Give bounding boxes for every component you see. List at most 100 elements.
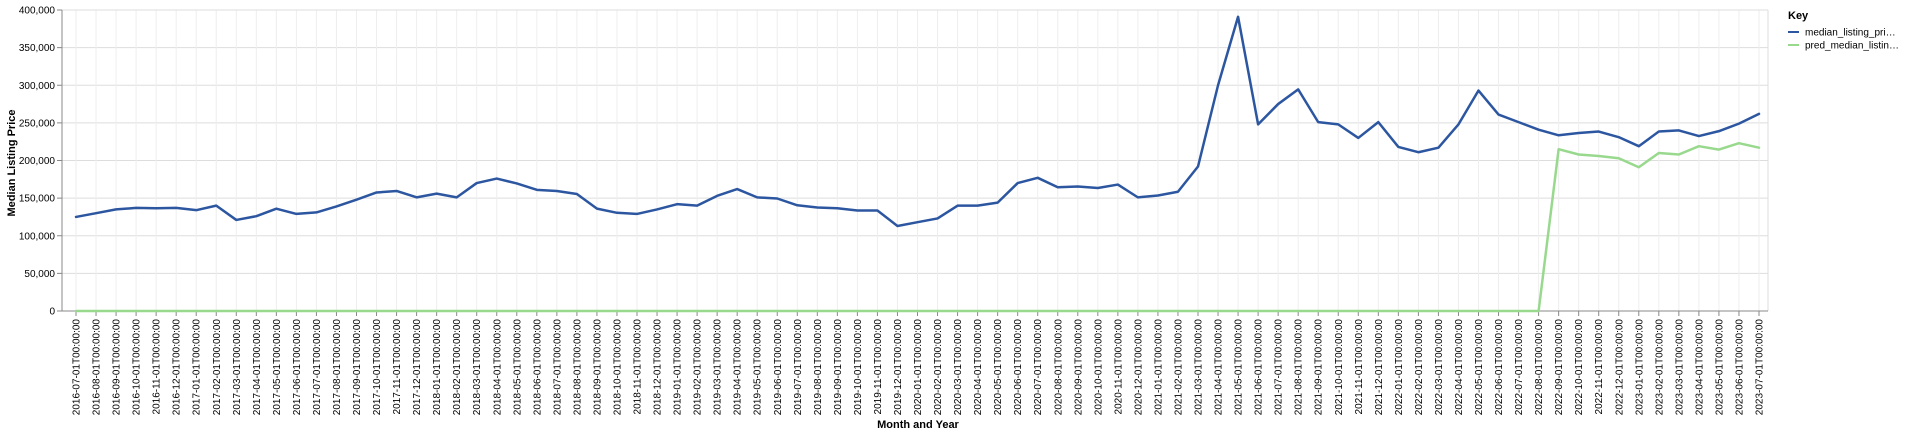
x-tick-label: 2017-11-01T00:00:00 bbox=[392, 319, 403, 415]
x-tick-label: 2016-12-01T00:00:00 bbox=[172, 319, 183, 416]
x-tick-label: 2022-03-01T00:00:00 bbox=[1434, 319, 1445, 416]
x-tick-label: 2018-04-01T00:00:00 bbox=[492, 319, 503, 416]
x-tick-label: 2020-07-01T00:00:00 bbox=[1033, 319, 1044, 416]
x-tick-label: 2023-02-01T00:00:00 bbox=[1654, 319, 1665, 416]
y-tick-label: 350,000 bbox=[19, 43, 56, 54]
x-tick-label: 2020-05-01T00:00:00 bbox=[993, 319, 1004, 416]
x-tick-label: 2020-09-01T00:00:00 bbox=[1073, 319, 1084, 416]
x-tick-label: 2017-04-01T00:00:00 bbox=[252, 319, 263, 416]
x-tick-label: 2017-05-01T00:00:00 bbox=[272, 319, 283, 416]
series-lines bbox=[74, 15, 1761, 313]
x-tick-label: 2017-12-01T00:00:00 bbox=[412, 319, 423, 416]
y-tick-label: 100,000 bbox=[19, 231, 56, 242]
x-tick-label: 2017-03-01T00:00:00 bbox=[232, 319, 243, 416]
legend-label-median-listing-price: median_listing_pri… bbox=[1805, 28, 1896, 39]
x-tick-label: 2021-08-01T00:00:00 bbox=[1294, 319, 1305, 416]
x-tick-label: 2020-12-01T00:00:00 bbox=[1133, 319, 1144, 416]
x-tick-label: 2021-01-01T00:00:00 bbox=[1153, 319, 1164, 416]
x-tick-label: 2021-07-01T00:00:00 bbox=[1274, 319, 1285, 416]
x-tick-label: 2022-02-01T00:00:00 bbox=[1414, 319, 1425, 416]
x-tick-label: 2023-04-01T00:00:00 bbox=[1694, 319, 1705, 416]
x-tick-label: 2019-08-01T00:00:00 bbox=[813, 319, 824, 416]
x-tick-label: 2022-09-01T00:00:00 bbox=[1554, 319, 1565, 416]
x-tick-label: 2020-06-01T00:00:00 bbox=[1013, 319, 1024, 416]
x-tick-label: 2023-03-01T00:00:00 bbox=[1674, 319, 1685, 416]
x-tick-label: 2020-01-01T00:00:00 bbox=[913, 319, 924, 416]
x-tick-label: 2022-11-01T00:00:00 bbox=[1594, 319, 1605, 415]
legend-title: Key bbox=[1788, 10, 1809, 22]
x-tick-label: 2018-10-01T00:00:00 bbox=[612, 319, 623, 416]
x-tick-label: 2016-10-01T00:00:00 bbox=[132, 319, 143, 416]
x-tick-label: 2016-08-01T00:00:00 bbox=[92, 319, 103, 416]
x-tick-label: 2016-09-01T00:00:00 bbox=[112, 319, 123, 416]
y-tick-label: 300,000 bbox=[19, 81, 56, 92]
x-tick-label: 2019-12-01T00:00:00 bbox=[893, 319, 904, 416]
x-tick-label: 2022-07-01T00:00:00 bbox=[1514, 319, 1525, 416]
x-tick-label: 2019-10-01T00:00:00 bbox=[853, 319, 864, 416]
legend-label-pred-median-listing-price: pred_median_listin… bbox=[1805, 41, 1899, 52]
x-tick-label: 2018-02-01T00:00:00 bbox=[452, 319, 463, 416]
x-tick-label: 2023-01-01T00:00:00 bbox=[1634, 319, 1645, 416]
gridlines bbox=[62, 9, 1769, 311]
y-axis-title: Median Listing Price bbox=[6, 110, 18, 217]
x-tick-label: 2018-06-01T00:00:00 bbox=[532, 319, 543, 416]
x-axis: 2016-07-01T00:00:00 2016-08-01T00:00:00 20… bbox=[62, 310, 1768, 416]
x-tick-label: 2017-10-01T00:00:00 bbox=[372, 319, 383, 416]
x-tick-label: 2021-12-01T00:00:00 bbox=[1374, 319, 1385, 416]
x-tick-label: 2023-07-01T00:00:00 bbox=[1755, 319, 1766, 416]
x-tick-label: 2019-06-01T00:00:00 bbox=[773, 319, 784, 416]
x-tick-label: 2018-01-01T00:00:00 bbox=[432, 319, 443, 416]
x-tick-label: 2018-07-01T00:00:00 bbox=[552, 319, 563, 416]
x-tick-label: 2019-11-01T00:00:00 bbox=[873, 319, 884, 415]
x-axis-title: Month and Year bbox=[877, 419, 959, 431]
x-tick-label: 2023-05-01T00:00:00 bbox=[1714, 319, 1725, 416]
x-tick-label: 2022-10-01T00:00:00 bbox=[1574, 319, 1585, 416]
legend: Key median_listing_pri… pred_median_list… bbox=[1788, 10, 1899, 52]
x-tick-label: 2017-08-01T00:00:00 bbox=[332, 319, 343, 416]
y-tick-label: 0 bbox=[49, 307, 55, 318]
x-tick-label: 2019-04-01T00:00:00 bbox=[733, 319, 744, 416]
x-tick-label: 2019-03-01T00:00:00 bbox=[713, 319, 724, 416]
y-tick-label: 250,000 bbox=[19, 118, 56, 129]
x-tick-label: 2016-07-01T00:00:00 bbox=[72, 319, 83, 416]
x-tick-label: 2021-03-01T00:00:00 bbox=[1194, 319, 1205, 416]
x-tick-label: 2021-11-01T00:00:00 bbox=[1354, 319, 1365, 415]
x-tick-label: 2020-04-01T00:00:00 bbox=[973, 319, 984, 416]
x-tick-label: 2023-06-01T00:00:00 bbox=[1734, 319, 1745, 416]
x-tick-label: 2022-12-01T00:00:00 bbox=[1614, 319, 1625, 416]
x-tick-label: 2019-07-01T00:00:00 bbox=[793, 319, 804, 416]
x-tick-label: 2021-10-01T00:00:00 bbox=[1334, 319, 1345, 416]
x-tick-label: 2022-06-01T00:00:00 bbox=[1494, 319, 1505, 416]
y-tick-label: 400,000 bbox=[19, 6, 56, 17]
x-tick-label: 2017-06-01T00:00:00 bbox=[292, 319, 303, 416]
x-tick-label: 2020-03-01T00:00:00 bbox=[953, 319, 964, 416]
x-tick-label: 2022-04-01T00:00:00 bbox=[1454, 319, 1465, 416]
x-tick-label: 2018-09-01T00:00:00 bbox=[592, 319, 603, 416]
x-tick-label: 2021-05-01T00:00:00 bbox=[1234, 319, 1245, 416]
x-tick-label: 2021-06-01T00:00:00 bbox=[1254, 319, 1265, 416]
x-tick-label: 2016-11-01T00:00:00 bbox=[152, 319, 163, 415]
x-tick-label: 2021-04-01T00:00:00 bbox=[1214, 319, 1225, 416]
x-tick-label: 2017-01-01T00:00:00 bbox=[192, 319, 203, 416]
y-tick-label: 50,000 bbox=[24, 269, 55, 280]
x-tick-label: 2018-03-01T00:00:00 bbox=[472, 319, 483, 416]
x-tick-label: 2018-11-01T00:00:00 bbox=[633, 319, 644, 415]
y-tick-label: 200,000 bbox=[19, 156, 56, 167]
x-tick-label: 2019-01-01T00:00:00 bbox=[673, 319, 684, 416]
x-tick-label: 2021-09-01T00:00:00 bbox=[1314, 319, 1325, 416]
x-tick-label: 2021-02-01T00:00:00 bbox=[1173, 319, 1184, 416]
series-line-pred-median-listing-price bbox=[74, 141, 1761, 313]
y-axis: 0 50,000 100,000 150,000 200,000 250,000 300,0… bbox=[19, 6, 63, 318]
x-tick-label: 2019-02-01T00:00:00 bbox=[693, 319, 704, 416]
x-tick-label: 2017-07-01T00:00:00 bbox=[312, 319, 323, 416]
x-tick-label: 2017-09-01T00:00:00 bbox=[352, 319, 363, 416]
x-tick-label: 2020-02-01T00:00:00 bbox=[933, 319, 944, 416]
x-tick-label: 2020-08-01T00:00:00 bbox=[1053, 319, 1064, 416]
x-tick-label: 2019-09-01T00:00:00 bbox=[833, 319, 844, 416]
x-tick-label: 2022-01-01T00:00:00 bbox=[1394, 319, 1405, 416]
x-tick-label: 2019-05-01T00:00:00 bbox=[753, 319, 764, 416]
series-line-median-listing-price bbox=[74, 15, 1761, 228]
x-tick-label: 2022-05-01T00:00:00 bbox=[1474, 319, 1485, 416]
x-tick-label: 2018-08-01T00:00:00 bbox=[572, 319, 583, 416]
